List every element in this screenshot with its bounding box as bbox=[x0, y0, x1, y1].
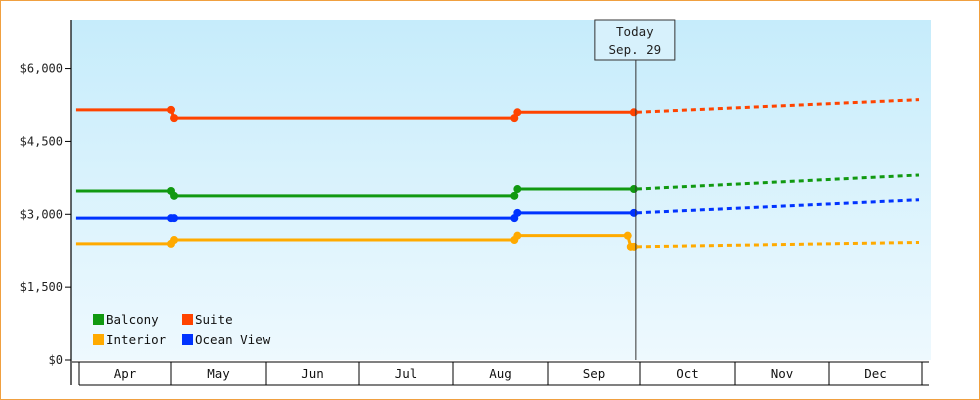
y-tick-label: $4,500 bbox=[20, 134, 63, 148]
series-interior bbox=[75, 231, 920, 251]
data-point-interior bbox=[623, 231, 632, 240]
forecast-line-interior bbox=[636, 240, 920, 249]
plot-background bbox=[71, 20, 931, 360]
y-tick-label: $3,000 bbox=[20, 207, 63, 221]
legend: Balcony Suite Interior Ocean View bbox=[93, 312, 271, 347]
data-point-suite bbox=[629, 108, 638, 117]
forecast-line-suite bbox=[636, 98, 920, 114]
series-line-suite bbox=[75, 108, 634, 120]
data-point-balcony bbox=[629, 185, 638, 194]
data-point-suite bbox=[170, 114, 179, 123]
legend-swatch-interior bbox=[93, 334, 104, 345]
y-tick-label: $6,000 bbox=[20, 62, 63, 76]
month-label-aug: Aug bbox=[489, 366, 512, 381]
data-point-suite bbox=[167, 105, 175, 114]
today-callout-box bbox=[594, 19, 676, 61]
series-balcony bbox=[75, 173, 920, 200]
data-point-interior bbox=[170, 236, 179, 245]
data-point-interior bbox=[629, 242, 638, 251]
series-line-ocean-view bbox=[75, 211, 634, 220]
month-label-sep: Sep bbox=[583, 366, 606, 381]
legend-swatch-suite bbox=[182, 314, 193, 325]
month-label-may: May bbox=[207, 366, 230, 381]
month-label-oct: Oct bbox=[676, 366, 699, 381]
legend-label-ocean-view: Ocean View bbox=[195, 332, 271, 347]
data-point-interior bbox=[513, 231, 522, 240]
month-label-apr: Apr bbox=[114, 366, 137, 381]
data-point-ocean-view bbox=[629, 208, 638, 217]
legend-label-balcony: Balcony bbox=[106, 312, 159, 327]
month-label-dec: Dec bbox=[864, 366, 887, 381]
today-label: Today bbox=[616, 24, 654, 39]
data-point-balcony bbox=[510, 191, 519, 200]
month-label-jul: Jul bbox=[395, 366, 418, 381]
series-line-balcony bbox=[75, 187, 634, 198]
y-tick-label: $1,500 bbox=[20, 280, 63, 294]
legend-label-suite: Suite bbox=[195, 312, 233, 327]
month-label-jun: Jun bbox=[301, 366, 324, 381]
data-point-suite bbox=[513, 108, 522, 117]
month-label-nov: Nov bbox=[771, 366, 794, 381]
data-point-ocean-view bbox=[513, 208, 522, 217]
forecast-line-balcony bbox=[636, 173, 920, 191]
data-point-balcony bbox=[170, 191, 179, 200]
month-axis: Apr May Jun Jul Aug Sep Oct Nov Dec bbox=[72, 361, 929, 386]
legend-swatch-balcony bbox=[93, 314, 104, 325]
legend-swatch-ocean-view bbox=[182, 334, 193, 345]
today-marker: Today Sep. 29 bbox=[594, 19, 676, 360]
forecast-line-ocean-view bbox=[636, 198, 920, 215]
y-axis: $0 $1,500 $3,000 $4,500 $6,000 bbox=[20, 20, 72, 385]
legend-label-interior: Interior bbox=[106, 332, 167, 347]
data-point-ocean-view bbox=[170, 214, 179, 223]
series-layer bbox=[75, 98, 920, 251]
y-tick-label: $0 bbox=[49, 353, 63, 367]
data-point-balcony bbox=[513, 185, 522, 194]
today-date-label: Sep. 29 bbox=[609, 42, 662, 57]
